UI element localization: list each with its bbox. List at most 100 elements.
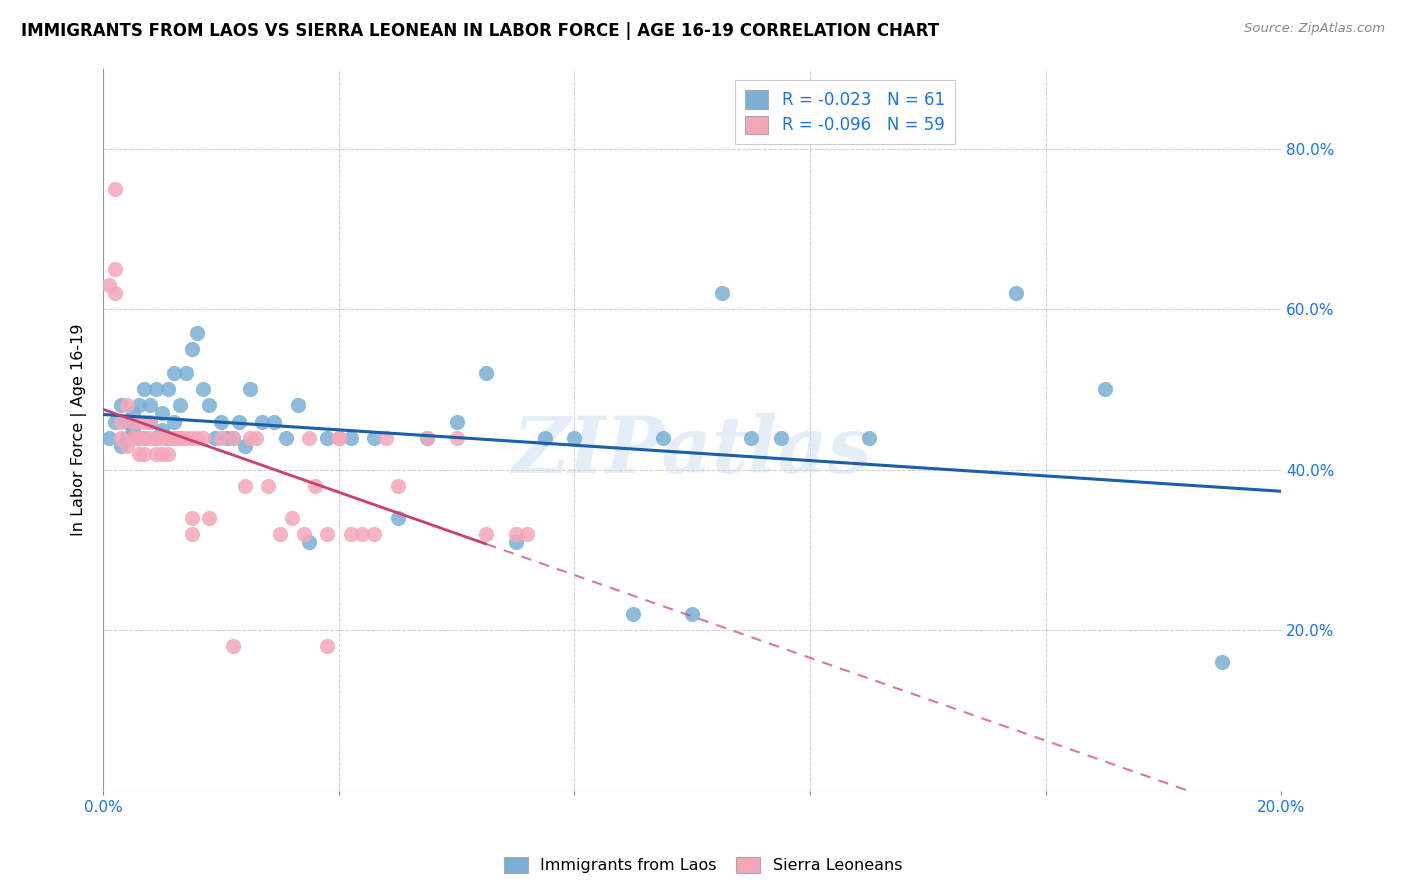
Point (186, 326, 208, 341)
Point (156, 383, 179, 397)
Point (128, 447, 150, 461)
Point (150, 423, 173, 437)
Point (134, 431, 156, 445)
Point (204, 431, 226, 445)
Point (145, 383, 167, 397)
Point (245, 431, 267, 445)
Point (145, 431, 167, 445)
Point (128, 431, 150, 445)
Point (98, 278, 121, 293)
Point (446, 415, 468, 429)
Point (352, 526, 374, 541)
Point (169, 431, 191, 445)
Point (163, 431, 186, 445)
Point (298, 534, 321, 549)
Point (292, 526, 315, 541)
Point (505, 534, 527, 549)
Point (134, 431, 156, 445)
Point (104, 262, 127, 277)
Point (222, 431, 245, 445)
Point (222, 639, 245, 653)
Point (740, 431, 762, 445)
Point (134, 447, 156, 461)
Point (104, 415, 127, 429)
Point (169, 431, 191, 445)
Point (180, 343, 202, 357)
Point (564, 431, 586, 445)
Point (156, 447, 179, 461)
Point (263, 415, 285, 429)
Point (239, 383, 262, 397)
Point (150, 447, 173, 461)
Point (304, 478, 326, 492)
Point (163, 415, 186, 429)
Point (651, 431, 673, 445)
Point (150, 431, 173, 445)
Point (416, 431, 439, 445)
Point (145, 431, 167, 445)
Point (128, 399, 150, 413)
Point (180, 510, 202, 524)
Text: Source: ZipAtlas.com: Source: ZipAtlas.com (1244, 22, 1385, 36)
Point (475, 367, 498, 381)
Point (858, 431, 880, 445)
Point (280, 510, 302, 524)
Point (363, 431, 385, 445)
Point (209, 431, 232, 445)
Y-axis label: In Labor Force | Age 16-19: In Labor Force | Age 16-19 (72, 323, 87, 536)
Point (387, 478, 409, 492)
Point (134, 383, 156, 397)
Point (186, 431, 208, 445)
Point (163, 431, 186, 445)
Point (115, 439, 138, 453)
Point (269, 526, 291, 541)
Point (339, 431, 361, 445)
Point (193, 431, 215, 445)
Point (169, 399, 191, 413)
Point (121, 431, 143, 445)
Point (274, 431, 297, 445)
Point (115, 431, 138, 445)
Point (446, 431, 468, 445)
Point (139, 399, 162, 413)
Point (475, 526, 498, 541)
Text: ZIPatlas: ZIPatlas (513, 413, 872, 490)
Point (621, 607, 644, 621)
Point (328, 431, 350, 445)
Point (115, 415, 138, 429)
Point (98, 431, 121, 445)
Point (387, 510, 409, 524)
Point (110, 415, 132, 429)
Legend: Immigrants from Laos, Sierra Leoneans: Immigrants from Laos, Sierra Leoneans (498, 850, 908, 880)
Point (257, 478, 280, 492)
Point (193, 383, 215, 397)
Point (769, 431, 792, 445)
Point (198, 399, 221, 413)
Point (516, 526, 538, 541)
Point (180, 526, 202, 541)
Point (316, 526, 339, 541)
Point (339, 526, 361, 541)
Point (128, 431, 150, 445)
Point (328, 431, 350, 445)
Point (239, 431, 262, 445)
Point (1005, 286, 1028, 301)
Point (316, 431, 339, 445)
Point (121, 407, 143, 421)
Point (163, 367, 186, 381)
Point (180, 431, 202, 445)
Point (363, 526, 385, 541)
Point (121, 423, 143, 437)
Point (1094, 383, 1116, 397)
Point (156, 431, 179, 445)
Point (156, 431, 179, 445)
Point (505, 526, 527, 541)
Point (416, 431, 439, 445)
Point (174, 431, 197, 445)
Point (298, 431, 321, 445)
Point (110, 439, 132, 453)
Point (209, 415, 232, 429)
Point (534, 431, 557, 445)
Point (139, 415, 162, 429)
Point (287, 399, 309, 413)
